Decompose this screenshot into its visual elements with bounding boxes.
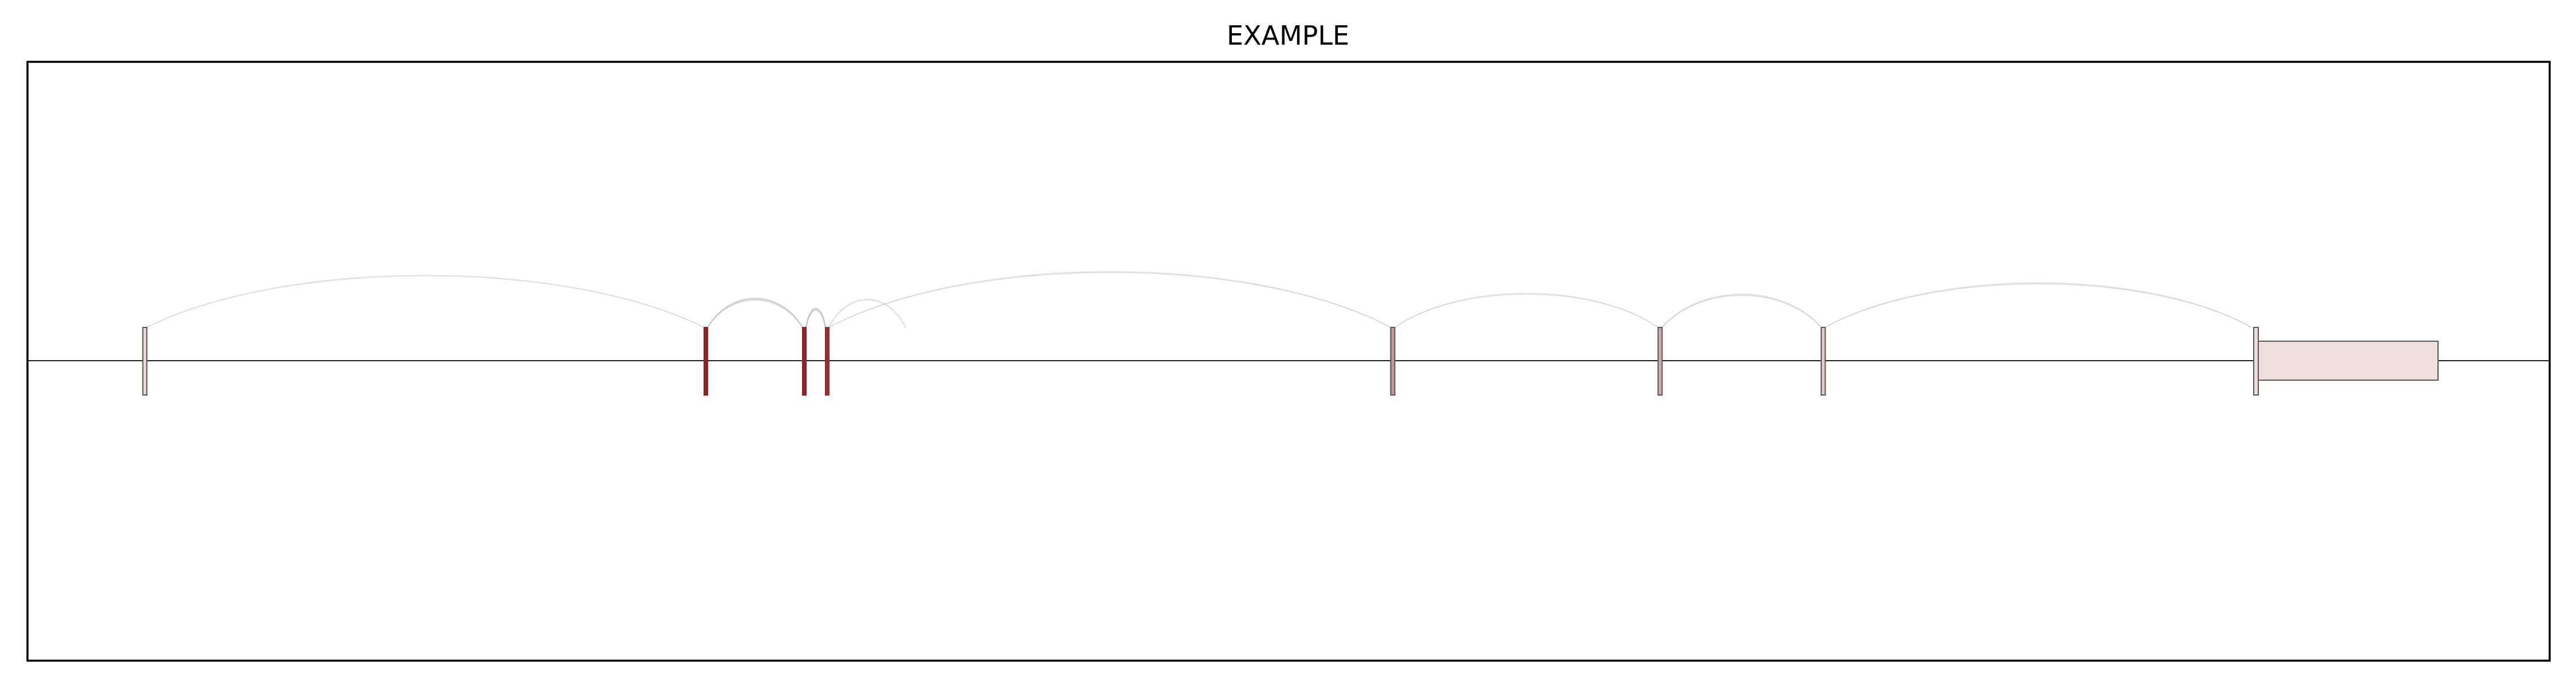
junction-arc [1824,282,2253,328]
junction-arc [1661,295,1822,328]
junction-arc [828,271,1392,328]
junction-arc [828,299,906,328]
junction-arc [828,298,906,328]
junction-arc [1824,283,2253,328]
exon-block [1390,327,1396,396]
junction-arc [805,310,827,328]
junction-arc [1661,294,1822,328]
exon-block [704,327,708,396]
junction-arc [1661,294,1822,328]
junction-arc [707,299,803,328]
junction-arc [146,274,705,328]
junction-arc [1394,293,1659,328]
figure-title: EXAMPLE [1227,20,1349,51]
junction-arc [707,298,803,328]
exon-block [142,327,148,396]
exon-block [802,327,807,396]
junction-arc [828,272,1392,328]
junction-arc [146,275,705,328]
junction-arc [805,307,827,328]
junction-arc [707,297,803,328]
junction-arc [1824,283,2253,328]
utr-block [2258,341,2439,381]
junction-arc [146,275,705,328]
junction-arc [828,271,1392,328]
junction-arc [828,299,906,328]
junction-arc [1394,293,1659,328]
exon-block [2253,327,2259,396]
plot-frame [26,61,2551,662]
exon-block [1820,327,1826,396]
exon-block [825,327,829,396]
junction-arc [1394,294,1659,328]
junction-arcs [146,271,2253,328]
exon-track [142,327,2439,396]
exon-block [1657,327,1663,396]
